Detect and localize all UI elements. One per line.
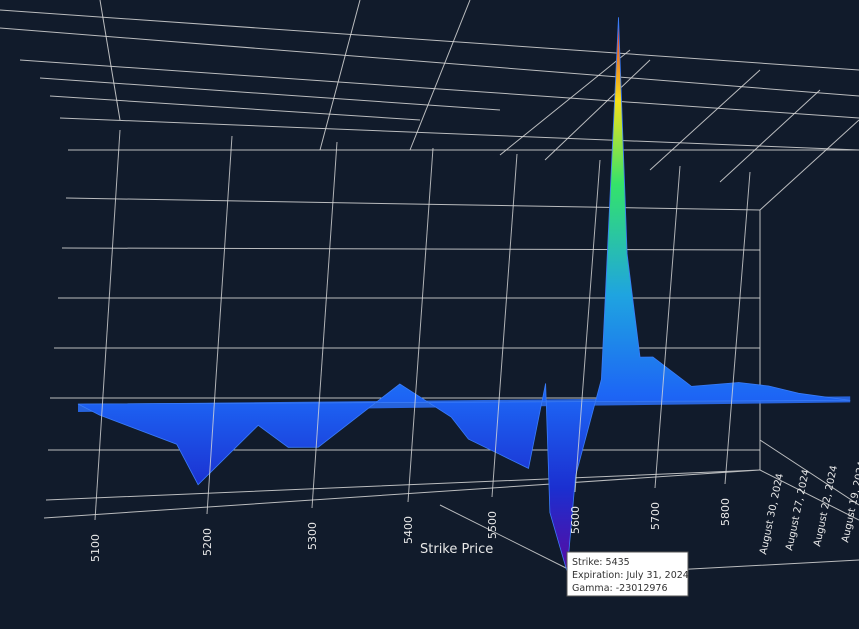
tooltip: Strike: 5435 Expiration: July 31, 2024 G… bbox=[566, 551, 689, 597]
x-tick-label: 5700 bbox=[649, 502, 662, 530]
grid-lines bbox=[99, 0, 859, 576]
x-tick-label: 5200 bbox=[201, 528, 214, 556]
x-tick-label: 5500 bbox=[486, 511, 499, 539]
tooltip-line: Gamma: -23012976 bbox=[572, 583, 668, 594]
grid-line bbox=[574, 159, 601, 493]
grid-line bbox=[94, 129, 121, 521]
tooltip-line: Strike: 5435 bbox=[572, 557, 630, 568]
grid-line bbox=[654, 165, 681, 489]
tooltip-box bbox=[566, 551, 689, 597]
x-axis-title: Strike Price bbox=[420, 542, 493, 557]
grid-line bbox=[407, 147, 434, 503]
grid-line bbox=[491, 153, 518, 498]
x-tick-label: 5300 bbox=[306, 522, 319, 550]
x-tick-label: 5600 bbox=[569, 506, 582, 534]
grid-line bbox=[311, 141, 338, 509]
grid-line bbox=[724, 171, 751, 485]
x-tick-label: 5800 bbox=[719, 498, 732, 526]
surface bbox=[77, 17, 851, 572]
tooltip-line: Expiration: July 31, 2024 bbox=[572, 570, 689, 581]
x-tick-label: 5100 bbox=[89, 534, 102, 562]
x-tick-label: 5400 bbox=[402, 516, 415, 544]
grid-line bbox=[206, 135, 233, 515]
surface bbox=[77, 17, 851, 572]
